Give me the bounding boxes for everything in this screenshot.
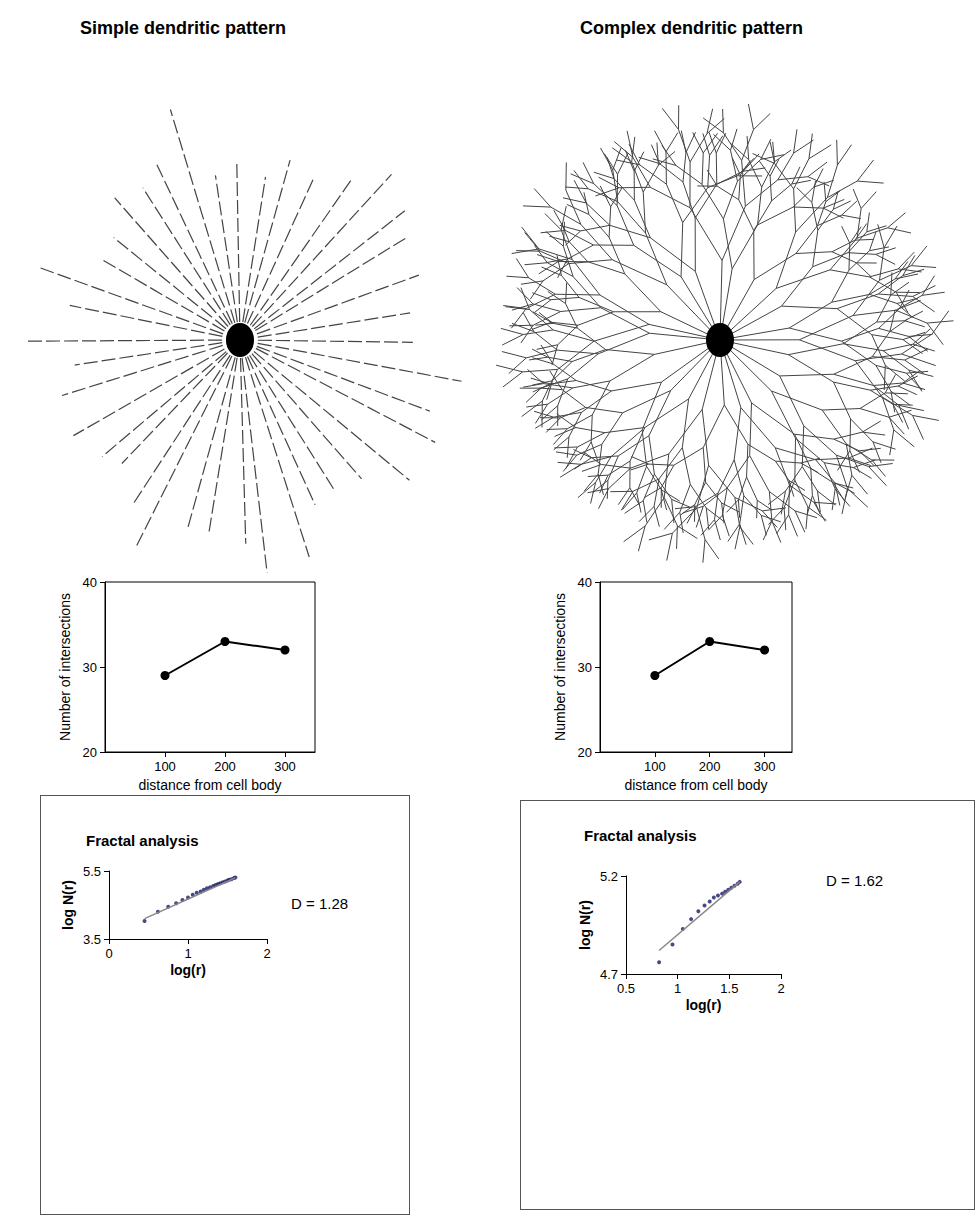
svg-text:200: 200 [699,759,721,774]
svg-text:40: 40 [83,575,97,590]
svg-text:Number of intersections: Number of intersections [552,593,568,741]
svg-text:40: 40 [578,575,592,590]
svg-text:0: 0 [105,946,112,961]
svg-text:distance from cell body: distance from cell body [624,777,767,793]
svg-text:200: 200 [214,759,236,774]
svg-text:1.5: 1.5 [720,981,738,996]
svg-text:distance from cell body: distance from cell body [138,777,281,793]
svg-text:100: 100 [644,759,666,774]
svg-text:D = 1.28: D = 1.28 [291,895,348,912]
svg-text:2: 2 [777,981,784,996]
svg-text:300: 300 [274,759,296,774]
svg-text:2: 2 [263,946,270,961]
html-text:Simple dendritic pattern: Simple dendritic pattern [80,18,286,38]
svg-text:1: 1 [184,946,191,961]
svg-text:log N(r): log N(r) [60,880,76,930]
svg-text:30: 30 [83,660,97,675]
svg-text:100: 100 [154,759,176,774]
svg-text:log(r): log(r) [686,997,722,1013]
svg-text:20: 20 [83,745,97,760]
svg-text:log N(r): log N(r) [577,900,593,950]
svg-text:4.7: 4.7 [600,967,618,982]
svg-text:D = 1.62: D = 1.62 [826,872,883,889]
svg-text:20: 20 [578,745,592,760]
svg-text:3.5: 3.5 [83,932,101,947]
svg-text:5.2: 5.2 [600,869,618,884]
svg-text:0.5: 0.5 [617,981,635,996]
svg-text:300: 300 [754,759,776,774]
svg-text:Number of intersections: Number of intersections [57,593,73,741]
svg-text:log(r): log(r) [170,962,206,978]
svg-text:30: 30 [578,660,592,675]
svg-text:5.5: 5.5 [83,864,101,879]
svg-text:Fractal analysis: Fractal analysis [86,832,199,849]
svg-text:Fractal analysis: Fractal analysis [584,827,697,844]
svg-text:1: 1 [674,981,681,996]
html-text:Complex dendritic pattern: Complex dendritic pattern [580,18,803,38]
